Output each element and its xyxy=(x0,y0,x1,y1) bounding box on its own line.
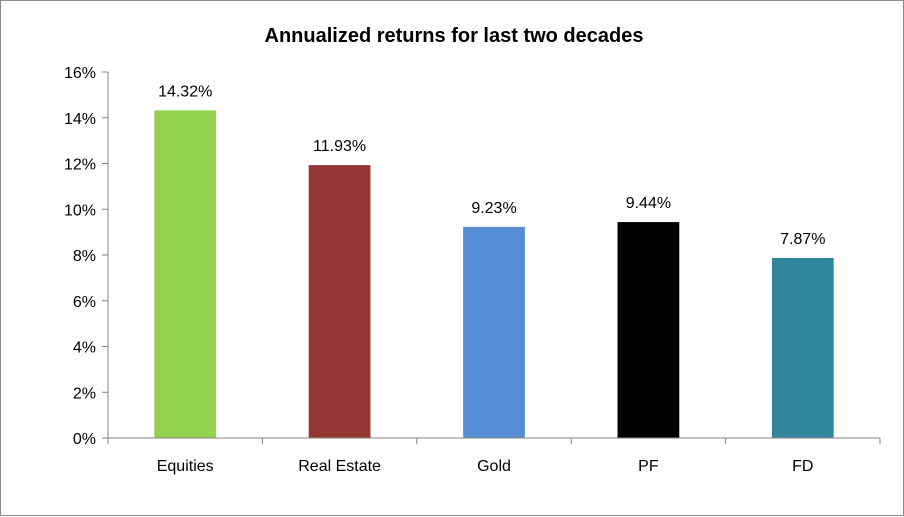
y-tick-label: 10% xyxy=(64,202,96,219)
data-label: 14.32% xyxy=(158,83,212,100)
category-label: FD xyxy=(792,458,813,475)
y-tick-label: 6% xyxy=(73,294,96,311)
y-tick-label: 4% xyxy=(73,340,96,357)
y-axis-ticks: 0% 2% 4% 6% 8% 10% 12% 14% 16% xyxy=(64,65,881,448)
y-tick-label: 12% xyxy=(64,157,96,174)
bar xyxy=(617,222,680,438)
bar xyxy=(308,165,371,438)
data-label: 7.87% xyxy=(780,231,825,248)
chart-title: Annualized returns for last two decades xyxy=(265,25,644,47)
data-label: 11.93% xyxy=(313,138,366,155)
bar xyxy=(154,110,217,439)
category-label: Real Estate xyxy=(298,458,381,475)
category-label: Equities xyxy=(157,458,214,475)
y-tick-label: 14% xyxy=(64,111,96,128)
y-tick-label: 16% xyxy=(64,65,96,82)
bar xyxy=(463,226,525,438)
data-label: 9.23% xyxy=(471,200,516,217)
data-label: 9.44% xyxy=(626,195,671,212)
category-label: Gold xyxy=(477,458,511,475)
y-tick-label: 8% xyxy=(73,248,96,265)
x-axis-categories: Equities Real Estate Gold PF FD xyxy=(157,458,814,475)
bar xyxy=(771,257,834,438)
bars xyxy=(154,110,834,439)
category-label: PF xyxy=(638,458,659,475)
data-labels: 14.32% 11.93% 9.23% 9.44% 7.87% xyxy=(158,83,825,248)
y-tick-label: 2% xyxy=(73,385,96,402)
y-tick-label: 0% xyxy=(73,431,96,448)
